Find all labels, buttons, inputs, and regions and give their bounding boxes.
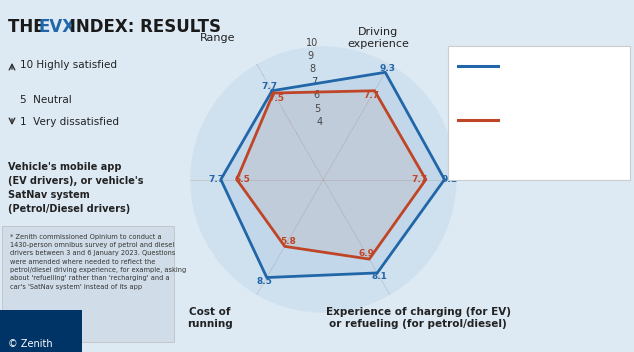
Text: Range: Range bbox=[200, 33, 236, 43]
Text: 6.5: 6.5 bbox=[235, 175, 250, 184]
Text: * Zenith commissioned Opinium to conduct a
1430-person omnibus survey of petrol : * Zenith commissioned Opinium to conduct… bbox=[10, 234, 186, 289]
Text: Average: 7.0: Average: 7.0 bbox=[458, 144, 524, 154]
Text: 10 Highly satisfied: 10 Highly satisfied bbox=[20, 60, 117, 70]
Text: © Zenith: © Zenith bbox=[8, 339, 53, 349]
Text: 7.7: 7.7 bbox=[412, 175, 428, 184]
Text: Petrol/Diesel drivers*: Petrol/Diesel drivers* bbox=[458, 130, 584, 140]
Text: THE: THE bbox=[8, 18, 50, 36]
Polygon shape bbox=[236, 91, 426, 259]
Text: 1  Very dissatisfied: 1 Very dissatisfied bbox=[20, 117, 119, 127]
Text: 9.3: 9.3 bbox=[380, 64, 396, 73]
Text: INDEX: RESULTS: INDEX: RESULTS bbox=[64, 18, 221, 36]
Text: 5.8: 5.8 bbox=[280, 237, 295, 246]
Polygon shape bbox=[221, 72, 444, 277]
FancyBboxPatch shape bbox=[448, 46, 630, 180]
Text: EV drivers: EV drivers bbox=[458, 78, 518, 88]
Text: Experience of charging (for EV)
or refueling (for petrol/diesel): Experience of charging (for EV) or refue… bbox=[325, 307, 510, 329]
FancyBboxPatch shape bbox=[2, 226, 174, 342]
Text: Driving
experience: Driving experience bbox=[347, 27, 409, 49]
Text: 7.7: 7.7 bbox=[262, 82, 278, 91]
Text: 7.7: 7.7 bbox=[208, 175, 224, 184]
Text: 7.7: 7.7 bbox=[363, 92, 380, 100]
Text: 9.1: 9.1 bbox=[441, 175, 457, 184]
Text: 6.9: 6.9 bbox=[358, 249, 374, 258]
Text: Average: 8.4: Average: 8.4 bbox=[458, 92, 524, 102]
Text: Safety and reliability: Safety and reliability bbox=[466, 170, 582, 180]
Text: Vehicle's mobile app
(EV drivers), or vehicle's
SatNav system
(Petrol/Diesel dri: Vehicle's mobile app (EV drivers), or ve… bbox=[8, 162, 143, 214]
Text: 8.5: 8.5 bbox=[257, 277, 273, 286]
Text: 5  Neutral: 5 Neutral bbox=[20, 95, 72, 105]
Text: 7.5: 7.5 bbox=[268, 94, 285, 103]
Text: EVX: EVX bbox=[38, 18, 75, 36]
Text: Cost of
running: Cost of running bbox=[187, 307, 233, 329]
Text: 8.1: 8.1 bbox=[372, 272, 387, 282]
